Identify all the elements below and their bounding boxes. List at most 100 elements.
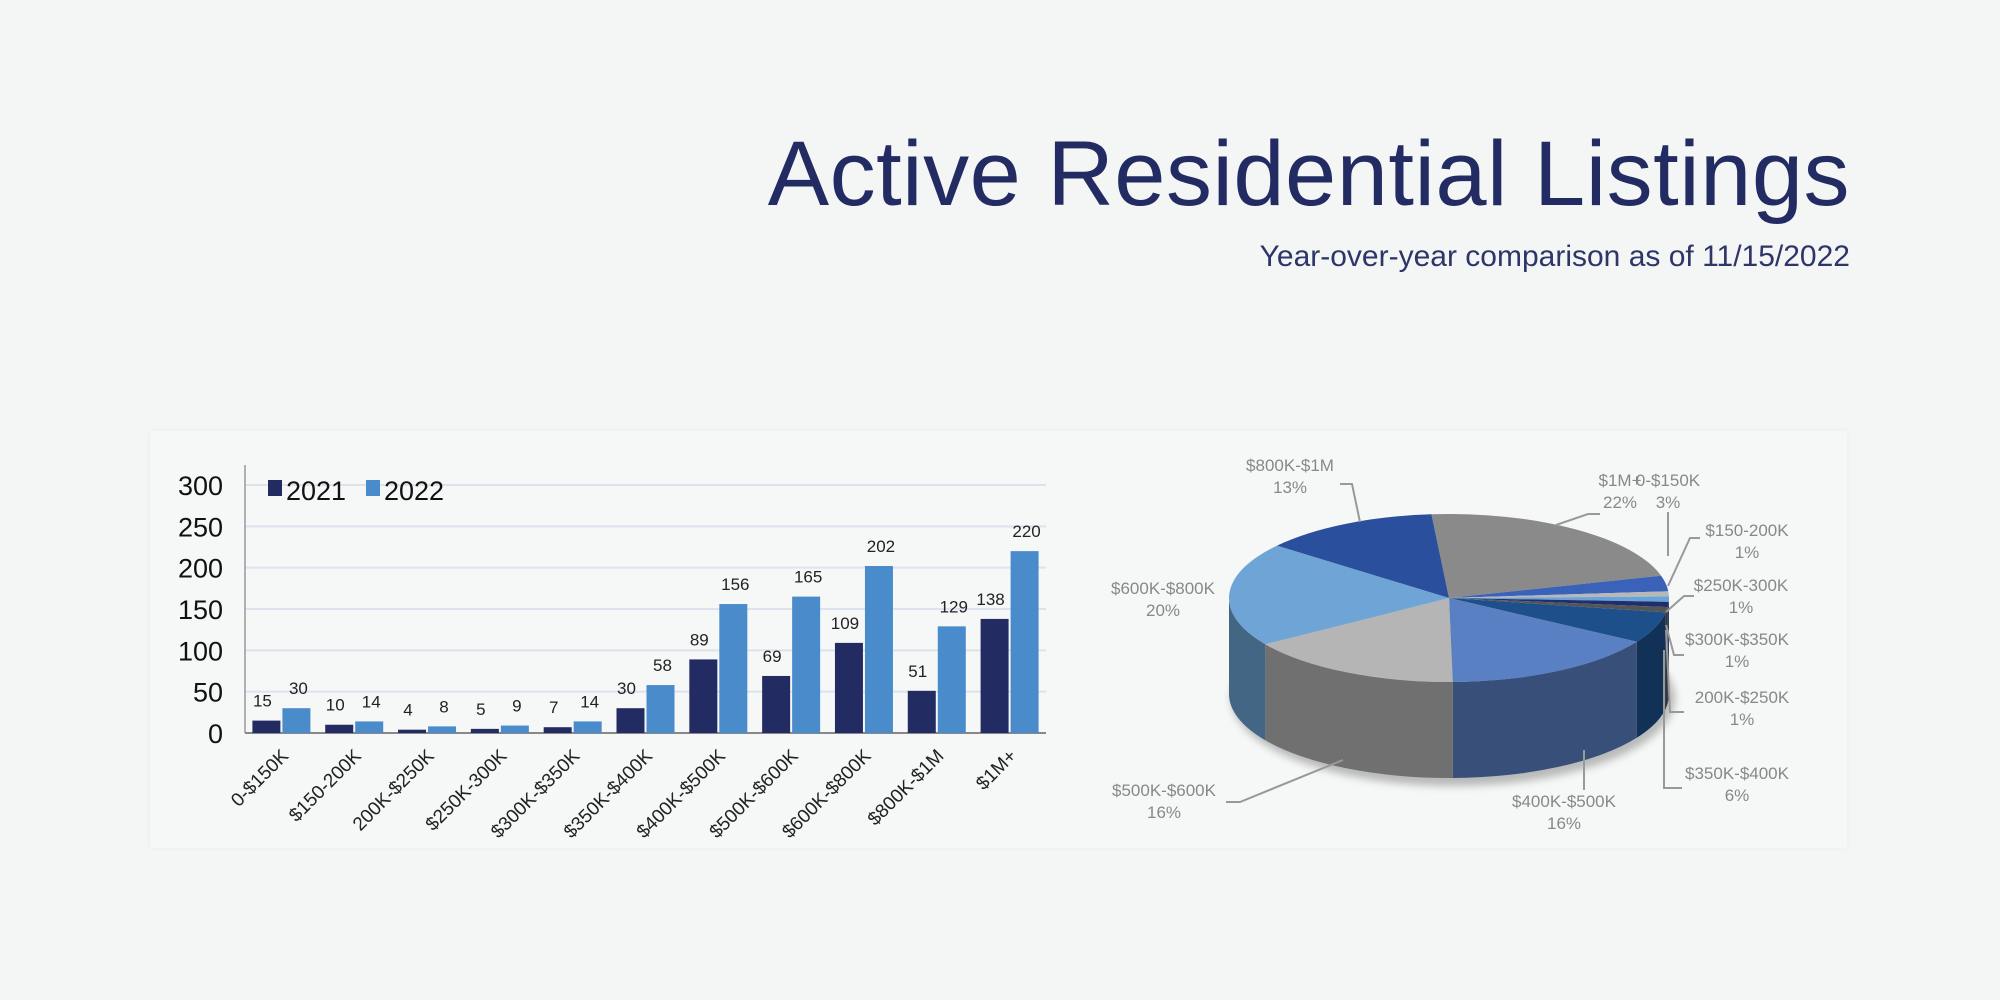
pie-slice xyxy=(1229,545,1449,645)
pie-side xyxy=(1636,612,1666,738)
legend: 2021 2022 xyxy=(268,476,444,506)
pie-leader-line xyxy=(1663,650,1682,789)
legend-label-2022: 2022 xyxy=(384,476,444,506)
bar-2021 xyxy=(834,642,863,733)
pie-label-pct: 1% xyxy=(1730,710,1755,729)
data-label-2022: 220 xyxy=(1012,522,1040,541)
bar-2022 xyxy=(500,725,529,733)
x-tick-label: $150-200K xyxy=(285,745,366,826)
data-label-2021: 51 xyxy=(908,662,927,681)
pie-label-name: $300K-$350K xyxy=(1685,630,1790,649)
pie-leader-line xyxy=(1665,595,1694,613)
bar-2021 xyxy=(252,720,281,733)
pie-side xyxy=(1265,644,1453,778)
y-tick-label: 250 xyxy=(178,512,223,542)
x-tick-label: 0-$150K xyxy=(227,745,293,811)
pie-leader-line xyxy=(1226,759,1344,803)
pie-label-pct: 20% xyxy=(1146,601,1180,620)
data-label-2021: 4 xyxy=(403,701,412,720)
bar-2022 xyxy=(428,726,457,733)
pie-slice xyxy=(1449,591,1669,598)
pie-leader-line xyxy=(1667,537,1700,587)
bar-2021 xyxy=(616,708,645,733)
pie-label-name: $600K-$800K xyxy=(1111,579,1216,598)
pie-label-pct: 1% xyxy=(1729,598,1754,617)
pie-chart: $1M+ 22% 0-$150K 3% $150-200K 1% $250K-300K 1% $… xyxy=(1111,456,1790,833)
pie-leader-line xyxy=(1665,629,1684,713)
data-label-2021: 69 xyxy=(763,647,782,666)
data-label-2021: 138 xyxy=(976,590,1004,609)
pie-label-name: 200K-$250K xyxy=(1695,688,1790,707)
pie-label-pct: 22% xyxy=(1603,493,1637,512)
data-label-2022: 30 xyxy=(289,679,308,698)
pie-label-pct: 3% xyxy=(1656,493,1681,512)
pie-slice xyxy=(1449,575,1669,598)
bar-2021 xyxy=(325,724,354,733)
pie-label-name: $350K-$400K xyxy=(1685,764,1790,783)
data-label-2021: 7 xyxy=(549,698,558,717)
pie-side xyxy=(1452,641,1637,778)
x-tick-label: $1M+ xyxy=(972,746,1021,795)
pie-slice xyxy=(1449,596,1669,602)
bar-2021 xyxy=(689,659,718,733)
bar-2021 xyxy=(470,728,499,733)
bar-2022 xyxy=(864,566,893,733)
pie-side xyxy=(1229,598,1266,741)
bar-2022 xyxy=(282,708,311,733)
data-label-2022: 14 xyxy=(362,692,381,711)
y-tick-label: 0 xyxy=(208,719,223,749)
pie-slice xyxy=(1431,514,1662,598)
data-label-2022: 129 xyxy=(940,597,968,616)
y-tick-label: 100 xyxy=(178,636,223,666)
pie-slice xyxy=(1265,598,1453,682)
bar-2021 xyxy=(398,729,427,733)
bar-2021 xyxy=(980,618,1009,733)
pie-label-name: $500K-$600K xyxy=(1112,781,1217,800)
y-tick-label: 300 xyxy=(178,471,223,501)
data-label-2021: 109 xyxy=(831,614,859,633)
pie-slice xyxy=(1449,598,1637,682)
pie-label-pct: 1% xyxy=(1735,543,1760,562)
bar-2022 xyxy=(1010,551,1039,733)
pie-label-name: 0-$150K xyxy=(1636,471,1701,490)
bar-2022 xyxy=(646,685,675,733)
data-label-2021: 89 xyxy=(690,630,709,649)
pie-slice xyxy=(1449,598,1666,642)
data-label-2022: 156 xyxy=(721,575,749,594)
pie-label-pct: 16% xyxy=(1147,803,1181,822)
data-label-2021: 30 xyxy=(617,679,636,698)
pie-slice xyxy=(1449,598,1668,613)
pie-label-pct: 6% xyxy=(1725,786,1750,805)
pie-slice xyxy=(1277,514,1449,598)
bar-2022 xyxy=(937,626,966,733)
data-label-2021: 15 xyxy=(253,692,272,711)
bar-2022 xyxy=(355,721,384,733)
legend-label-2021: 2021 xyxy=(286,476,346,506)
pie-slice xyxy=(1449,598,1669,608)
y-tick-label: 50 xyxy=(193,678,223,708)
page-title: Active Residential Listings xyxy=(767,123,1850,225)
data-label-2021: 10 xyxy=(326,696,345,715)
bar-2022 xyxy=(792,596,821,733)
pie-label-name: $1M+ xyxy=(1599,471,1642,490)
pie-label-name: $400K-$500K xyxy=(1512,792,1617,811)
pie-leader-line xyxy=(1665,624,1684,656)
pie-label-name: $250K-300K xyxy=(1694,576,1789,595)
bar-2021 xyxy=(907,690,936,733)
y-tick-label: 150 xyxy=(178,595,223,625)
y-tick-label: 200 xyxy=(178,554,223,584)
data-label-2022: 58 xyxy=(653,656,672,675)
pie-label-name: $800K-$1M xyxy=(1246,456,1334,475)
bar-2022 xyxy=(573,721,602,733)
data-label-2022: 8 xyxy=(439,697,448,716)
pie-label-pct: 16% xyxy=(1547,814,1581,833)
bar-2022 xyxy=(719,604,748,733)
bar-2021 xyxy=(762,675,791,733)
legend-swatch-2022 xyxy=(366,480,380,496)
bar-2021 xyxy=(543,727,572,733)
pie-label-name: $150-200K xyxy=(1705,521,1789,540)
data-label-2021: 5 xyxy=(476,700,485,719)
legend-swatch-2021 xyxy=(268,480,282,496)
